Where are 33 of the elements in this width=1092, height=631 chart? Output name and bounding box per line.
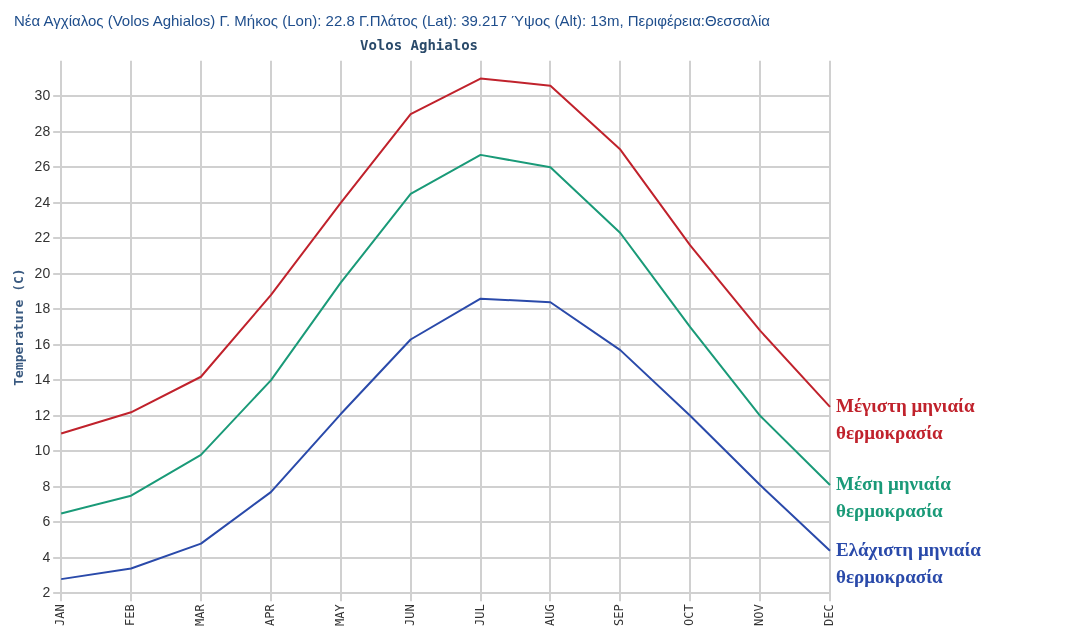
y-tick-label: 16 (34, 335, 51, 352)
y-tick-label: 10 (34, 442, 51, 459)
x-tick-label: AUG (542, 604, 557, 627)
y-tick-label: 12 (34, 406, 51, 423)
chart-subtitle: Volos Aghialos (359, 37, 479, 54)
x-tick-label: NOV (752, 604, 767, 627)
x-tick-label: JUN (402, 604, 417, 627)
x-tick-label: JAN (53, 604, 68, 627)
y-tick-label: 30 (34, 87, 51, 104)
y-tick-label: 6 (42, 513, 51, 530)
y-tick-label: 20 (34, 264, 51, 281)
series-label: Ελάχιστη μηνιαία θερμοκρασία (836, 538, 982, 587)
y-tick-label: 2 (42, 584, 51, 601)
chart-title: Νέα Αγχίαλος (Volos Aghialos) Γ. Μήκος (Lon): 22.8 Γ.Πλάτος (Lat): 39.217 Ύψος (Alt): 13m, Περιφέρεια:Θεσσαλία (13, 11, 772, 31)
x-tick-label: MAR (193, 603, 208, 627)
y-tick-label: 4 (42, 548, 51, 565)
x-tick-label: FEB (123, 604, 138, 627)
y-tick-label: 26 (34, 158, 51, 175)
y-tick-label: 18 (34, 300, 51, 317)
y-tick-label: 28 (34, 122, 51, 139)
series-label: Μέγιστη μηνιαία θερμοκρασία (836, 394, 975, 443)
x-tick-label: APR (262, 603, 277, 627)
y-tick-label: 24 (34, 193, 51, 210)
x-tick-label: DEC (822, 604, 837, 627)
x-tick-label: JUL (472, 604, 487, 627)
y-tick-label: 14 (34, 371, 51, 388)
y-tick-label: 8 (42, 477, 51, 494)
x-tick-label: OCT (682, 604, 697, 627)
y-axis-title: Temperature (C) (11, 268, 27, 386)
y-tick-label: 22 (34, 229, 51, 246)
x-tick-label: SEP (612, 604, 627, 627)
series-label: Μέση μηνιαία θερμοκρασία (836, 472, 952, 521)
x-tick-label: MAY (332, 603, 347, 627)
